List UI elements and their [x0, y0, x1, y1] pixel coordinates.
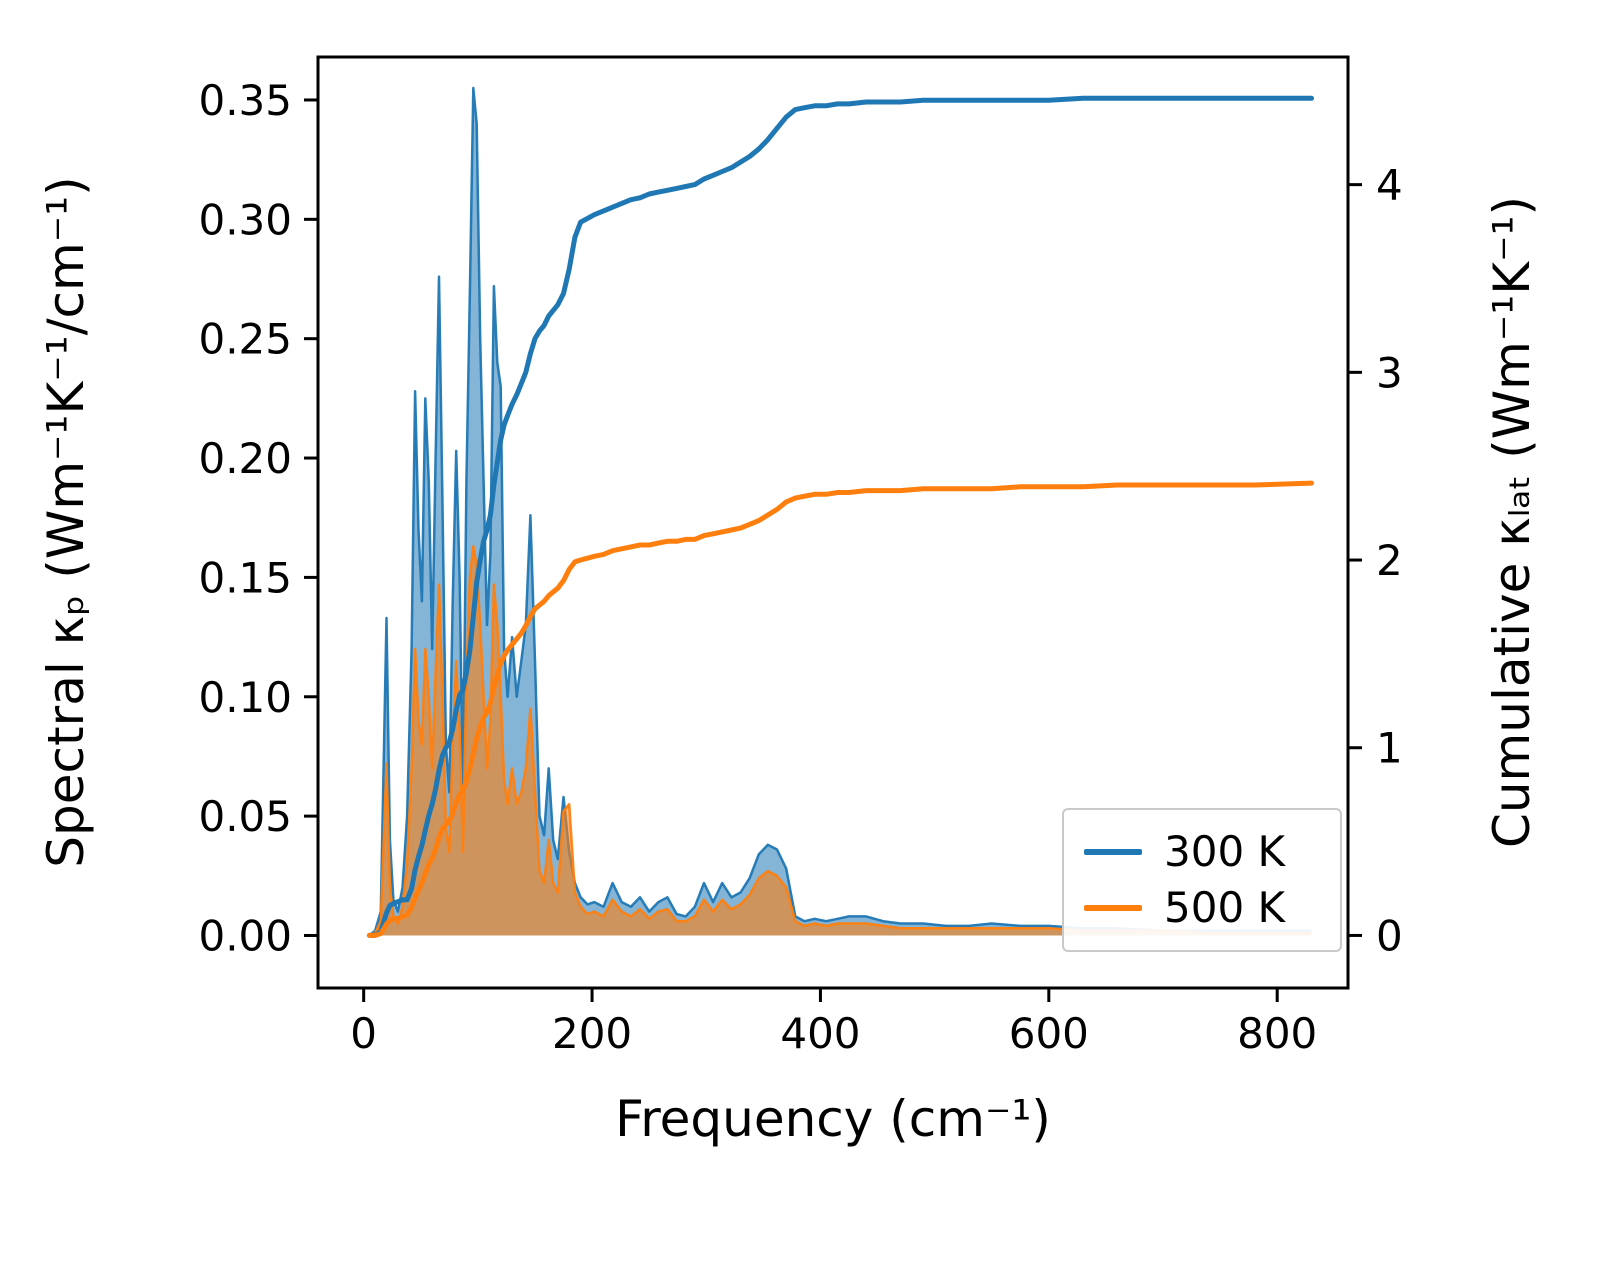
y-left-tick-label: 0.20: [198, 434, 292, 483]
y-left-tick-label: 0.15: [198, 553, 292, 602]
cumulative-500K-line: [366, 480, 1314, 938]
spectral-300K-edge: [368, 86, 1312, 937]
legend-label-300k: 300 K: [1164, 827, 1286, 876]
x-tick-label: 0: [350, 1009, 377, 1058]
y-left-tick-label: 0.25: [198, 315, 292, 364]
spectral-500K-edge: [368, 545, 1312, 937]
legend-item-500k: 500 K: [1064, 887, 1340, 929]
y-left-tick-label: 0.35: [198, 76, 292, 125]
legend: 300 K 500 K: [1062, 808, 1342, 952]
legend-line-500k-icon: [1084, 905, 1142, 911]
cumulative-300K-line: [366, 95, 1314, 938]
y-right-tick-label: 3: [1376, 348, 1403, 397]
y-left-tick-label: 0.30: [198, 195, 292, 244]
y-right-tick-label: 0: [1376, 911, 1403, 960]
legend-label-500k: 500 K: [1164, 883, 1286, 932]
legend-line-300k-icon: [1084, 849, 1142, 855]
x-tick-label: 800: [1237, 1009, 1317, 1058]
x-tick-label: 600: [1009, 1009, 1089, 1058]
y-right-tick-label: 1: [1376, 724, 1403, 773]
y-axis-label-right: Cumulative κₗₐₜ (Wm⁻¹K⁻¹): [1483, 195, 1541, 849]
axes-frame: [316, 55, 1350, 990]
y-left-tick-label: 0.05: [198, 792, 292, 841]
y-left-tick-label: 0.00: [198, 911, 292, 960]
y-axis-label-left: Spectral κₚ (Wm⁻¹K⁻¹/cm⁻¹): [37, 176, 95, 868]
x-axis-label: Frequency (cm⁻¹): [615, 1090, 1051, 1148]
x-tick-label: 200: [552, 1009, 632, 1058]
legend-item-300k: 300 K: [1064, 831, 1340, 873]
x-tick-label: 400: [780, 1009, 860, 1058]
y-right-tick-label: 2: [1376, 536, 1403, 585]
spectral-500K-area: [369, 546, 1312, 936]
y-right-tick-label: 4: [1376, 161, 1403, 210]
y-left-tick-label: 0.10: [198, 673, 292, 722]
